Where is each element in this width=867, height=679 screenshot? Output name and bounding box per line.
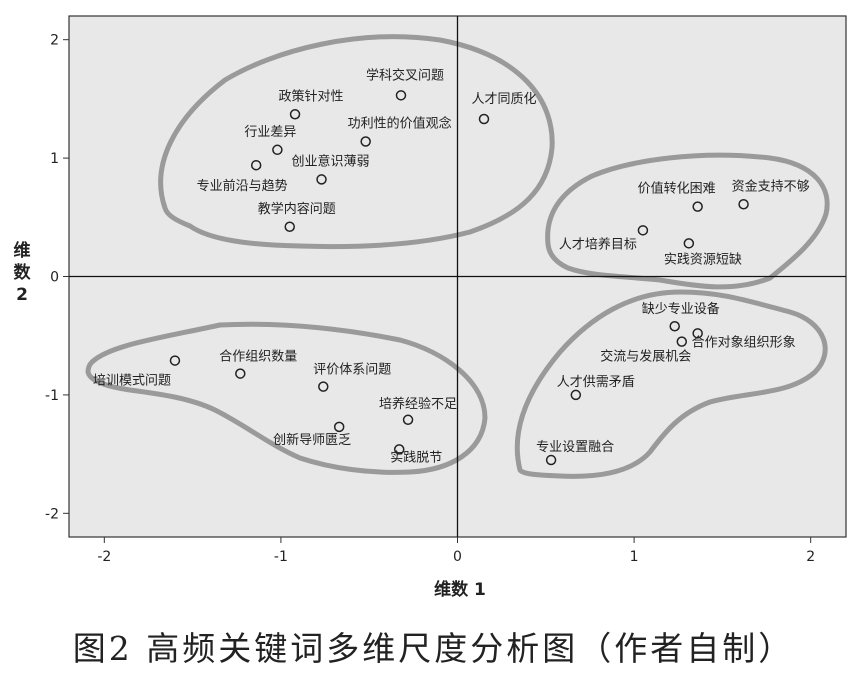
- point-label: 学科交叉问题: [366, 67, 444, 83]
- data-point: [272, 144, 283, 156]
- data-point: [692, 201, 703, 212]
- data-point: [669, 320, 680, 332]
- point-label: 行业差异: [244, 125, 296, 140]
- x-tick-label: 2: [806, 549, 815, 565]
- data-point: [284, 221, 295, 233]
- point-label: 政策针对性: [279, 88, 344, 104]
- point-label: 人才培养目标: [559, 236, 637, 252]
- point-label: 功利性的价值观念: [348, 116, 452, 132]
- tick-group: -2 -1 0 1 2 -2 -1 0 1 2: [45, 33, 815, 565]
- data-point: [393, 444, 405, 455]
- point-label: 教学内容问题: [258, 201, 336, 217]
- data-point: [316, 174, 327, 185]
- point-label: 专业前沿与趋势: [197, 178, 288, 194]
- data-point: [676, 336, 688, 347]
- point-label: 实践脱节: [390, 450, 442, 465]
- cluster-outline-top-left: [158, 34, 555, 250]
- data-point: [235, 368, 246, 379]
- data-point: [318, 381, 329, 392]
- point-label: 资金支持不够: [732, 178, 810, 194]
- x-axis-title: 维数 1: [434, 579, 486, 600]
- point-label: 培养经验不足: [379, 396, 457, 412]
- data-point: [570, 389, 582, 401]
- data-point: [333, 421, 345, 433]
- point-label: 人才同质化: [471, 92, 536, 107]
- y-tick-label: 2: [50, 33, 59, 49]
- point-label: 合作对象组织形象: [692, 335, 796, 350]
- cluster-outlines: [85, 34, 830, 479]
- x-tick-label: -1: [274, 549, 288, 565]
- point-label: 培训模式问题: [93, 373, 171, 389]
- point-label: 创新导师匮乏: [273, 432, 351, 448]
- y-tick-label: -2: [45, 506, 59, 522]
- y-tick-label: 0: [50, 270, 59, 286]
- data-point: [402, 414, 414, 426]
- data-point: [395, 90, 407, 101]
- y-axis-title: 维 数 2: [14, 240, 32, 305]
- cluster-outline-right-bottom: [514, 289, 828, 479]
- point-label: 专业设置融合: [536, 440, 614, 455]
- x-tick-label: -2: [97, 549, 111, 565]
- data-point: [169, 355, 181, 366]
- y-tick-label: -1: [45, 388, 59, 404]
- point-label: 交流与发展机会: [600, 349, 691, 365]
- x-tick-label: 1: [630, 549, 639, 565]
- data-point: [683, 238, 695, 249]
- data-point: [692, 328, 703, 339]
- x-tick-label: 0: [453, 549, 462, 565]
- point-label: 缺少专业设备: [642, 301, 720, 317]
- point-label: 创业意识薄弱: [292, 153, 370, 169]
- point-label: 合作组织数量: [219, 350, 297, 365]
- data-point: [360, 136, 371, 147]
- point-label: 人才供需矛盾: [557, 375, 635, 390]
- data-point: [738, 199, 749, 210]
- point-label: 价值转化困难: [638, 181, 716, 197]
- data-point: [637, 225, 649, 236]
- point-label: 实践资源短缺: [664, 252, 742, 267]
- cluster-outline-right-top: [545, 152, 830, 290]
- axes: [69, 16, 846, 537]
- data-point: [545, 454, 557, 466]
- point-label: 评价体系问题: [313, 363, 391, 378]
- y-axis-title-char-3: 2: [16, 285, 28, 305]
- figure-caption: 图2 高频关键词多维尺度分析图（作者自制）: [72, 629, 795, 668]
- data-point: [478, 113, 490, 125]
- data-point: [289, 109, 301, 120]
- y-axis-title-char-2: 数: [14, 262, 32, 283]
- data-point: [250, 159, 262, 171]
- cluster-outline-left-bottom: [85, 321, 488, 475]
- y-axis-title-char-1: 维: [14, 240, 31, 261]
- y-tick-label: 1: [50, 151, 59, 167]
